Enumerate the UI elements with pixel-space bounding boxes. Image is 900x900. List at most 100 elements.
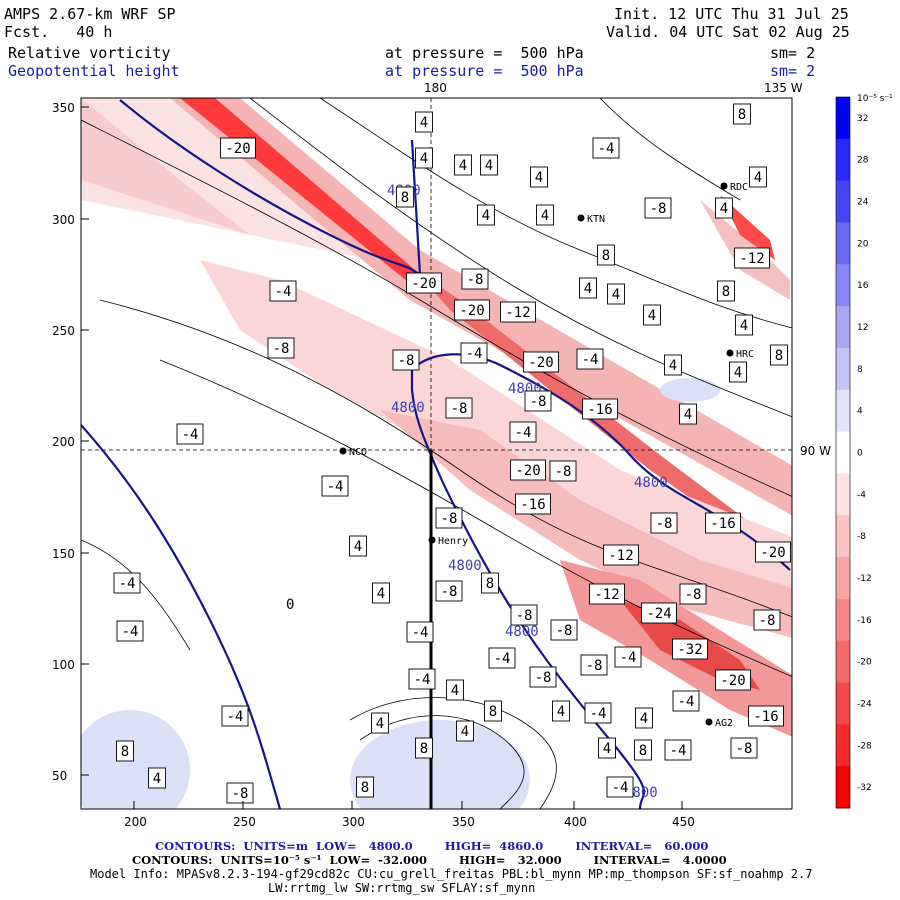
svg-text:-20: -20 <box>411 276 436 292</box>
svg-text:-4: -4 <box>612 780 629 796</box>
vorticity-label: -8 <box>510 604 538 626</box>
svg-text:-4: -4 <box>515 425 532 441</box>
svg-text:4: 4 <box>584 281 592 297</box>
station-ktn: KTN <box>577 214 605 225</box>
svg-text:-4: -4 <box>670 743 687 759</box>
svg-text:4: 4 <box>669 358 677 374</box>
svg-text:AG2: AG2 <box>715 718 733 729</box>
vorticity-label: -20 <box>454 299 490 321</box>
svg-text:-8: -8 <box>535 670 552 686</box>
vorticity-label: -8 <box>267 337 295 359</box>
vorticity-label: 4 <box>456 720 474 742</box>
colorbar-segment <box>836 97 850 140</box>
vorticity-label: 4 <box>454 154 472 176</box>
svg-text:4: 4 <box>648 308 656 324</box>
height-label: 4800 <box>505 624 539 640</box>
forecast-hour: Fcst. 40 h <box>4 23 113 41</box>
vorticity-label: -20 <box>220 137 256 159</box>
vorticity-label: 8 <box>116 740 134 762</box>
svg-text:-8: -8 <box>441 584 458 600</box>
vorticity-label: 4 <box>371 712 389 734</box>
vorticity-label: -8 <box>461 268 489 290</box>
svg-text:-8: -8 <box>451 401 468 417</box>
height-contour-mid <box>410 353 791 571</box>
svg-text:-20: -20 <box>515 463 540 479</box>
colorbar-segment <box>836 347 850 391</box>
colorbar-segment <box>836 389 850 433</box>
colorbar-segment <box>836 264 850 307</box>
vorticity-label: -8 <box>445 397 473 419</box>
svg-text:NCO: NCO <box>349 447 367 458</box>
x-tick-label: 350 <box>452 815 475 829</box>
svg-text:4: 4 <box>720 201 728 217</box>
colorbar-segment <box>836 222 850 265</box>
x-tick-label: 200 <box>124 815 147 829</box>
svg-text:8: 8 <box>486 576 494 592</box>
svg-text:8: 8 <box>775 348 783 364</box>
vorticity-label: 8 <box>717 280 735 302</box>
vorticity-label: 4 <box>598 737 616 759</box>
vorticity-label: -8 <box>529 666 557 688</box>
field2-level: at pressure = 500 hPa <box>385 62 584 80</box>
vorticity-label: -16 <box>748 705 784 727</box>
vorticity-label: -8 <box>644 197 672 219</box>
colorbar-segment <box>836 682 850 725</box>
vorticity-label: -8 <box>392 349 420 371</box>
vorticity-label: -4 <box>584 702 612 724</box>
vorticity-label: -12 <box>734 247 770 269</box>
colorbar-tick-label: 24 <box>857 198 869 208</box>
vorticity-label: -8 <box>650 512 678 534</box>
svg-text:4: 4 <box>459 158 467 174</box>
svg-text:-4: -4 <box>582 352 599 368</box>
svg-text:-4: -4 <box>227 709 244 725</box>
svg-text:-20: -20 <box>225 141 250 157</box>
colorbar-segment <box>836 306 850 349</box>
svg-text:8: 8 <box>602 248 610 264</box>
y-tick-label: 250 <box>52 324 75 338</box>
vorticity-label: 8 <box>356 776 374 798</box>
vorticity-label: 4 <box>148 767 166 789</box>
svg-text:4: 4 <box>535 170 543 186</box>
vorticity-label: -20 <box>510 459 546 481</box>
vorticity-label: 8 <box>481 572 499 594</box>
colorbar-tick-label: -12 <box>857 574 872 584</box>
vorticity-label: -8 <box>524 390 552 412</box>
svg-text:4: 4 <box>754 170 762 186</box>
y-tick-label: 350 <box>52 101 75 115</box>
vorticity-label: -4 <box>614 646 642 668</box>
svg-text:4: 4 <box>640 711 648 727</box>
vorticity-label: 4 <box>607 283 625 305</box>
svg-text:8: 8 <box>722 284 730 300</box>
svg-text:-8: -8 <box>530 394 547 410</box>
svg-text:-24: -24 <box>646 606 671 622</box>
svg-text:4: 4 <box>485 158 493 174</box>
vorticity-label: -20 <box>715 669 751 691</box>
svg-text:-8: -8 <box>273 341 290 357</box>
vorticity-label: -4 <box>592 137 620 159</box>
vorticity-label: -8 <box>753 609 781 631</box>
vorticity-label: 4 <box>715 197 733 219</box>
svg-text:-4: -4 <box>414 672 431 688</box>
vorticity-label: -8 <box>679 583 707 605</box>
svg-text:-4: -4 <box>466 346 483 362</box>
shade-blue-east <box>660 378 720 402</box>
y-tick-label: 300 <box>52 213 75 227</box>
colorbar-tick-label: -8 <box>857 532 866 542</box>
svg-text:-8: -8 <box>556 623 573 639</box>
vorticity-label: -20 <box>755 541 791 563</box>
colorbar-tick-label: -24 <box>857 699 872 709</box>
vorticity-label: -16 <box>582 398 618 420</box>
x-tick-label: 450 <box>672 815 695 829</box>
height-contour-north <box>119 99 422 278</box>
svg-text:-12: -12 <box>594 587 619 603</box>
svg-text:-8: -8 <box>650 201 667 217</box>
colorbar-segment <box>836 515 850 558</box>
vorticity-labels: -20 4 4 4 4 4 4 4 8 -4 -8 8 4 4 8 4 4 4 -12 8 4 8 4 4 4 -4 -20 -8 -2… <box>113 103 791 804</box>
height-label: 4800 <box>391 400 425 416</box>
vorticity-label: -4 <box>576 348 604 370</box>
x-tick-label: 400 <box>564 815 587 829</box>
svg-text:4: 4 <box>420 151 428 167</box>
vorticity-label: -12 <box>589 583 625 605</box>
svg-text:-16: -16 <box>587 402 612 418</box>
svg-text:-4: -4 <box>678 694 695 710</box>
